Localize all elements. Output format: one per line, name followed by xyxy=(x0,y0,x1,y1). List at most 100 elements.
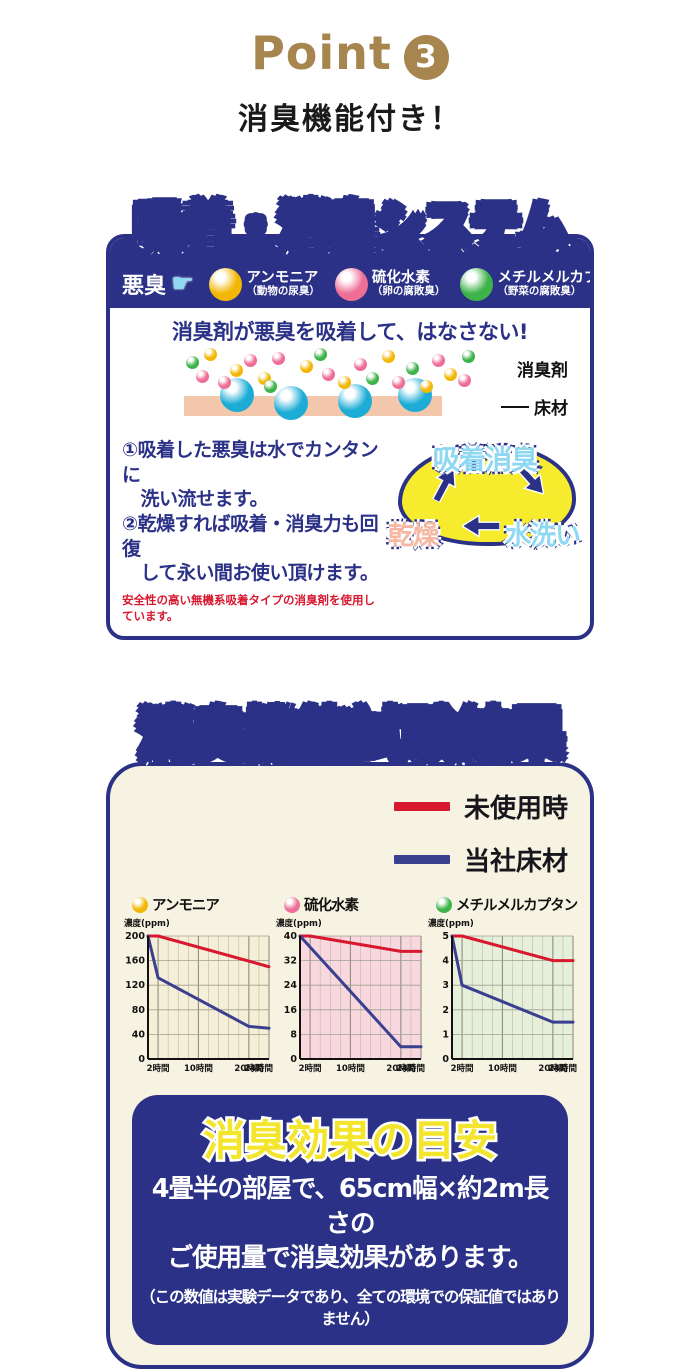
chart-legend: 未使用時 当社床材 xyxy=(122,788,568,878)
point-label: Point xyxy=(251,26,392,80)
guide-box-body: 4畳半の部屋で、65cm幅×約2m長さの ご使用量で消臭効果があります。 xyxy=(151,1174,550,1273)
svg-text:10時間: 10時間 xyxy=(336,1063,365,1074)
page-subtitle: 消臭機能付き！ xyxy=(238,102,462,137)
molecule-icon xyxy=(196,370,209,383)
point-number: 3 xyxy=(415,39,438,75)
svg-text:80: 80 xyxy=(132,1005,146,1016)
svg-text:3: 3 xyxy=(442,980,449,991)
molecule-icon xyxy=(462,350,475,363)
molecule-icon xyxy=(338,376,351,389)
svg-text:24時間: 24時間 xyxy=(548,1063,577,1074)
legend-swatch-unused xyxy=(393,802,450,812)
safety-note: 安全性の高い無機系吸着タイプの消臭剤を使用しています。 xyxy=(122,593,375,624)
adsorption-diagram: 消臭剤 床材 xyxy=(124,346,576,438)
molecule-icon xyxy=(458,374,471,387)
molecule-icon xyxy=(432,354,445,367)
molecule-icon xyxy=(392,376,405,389)
chart-title: メチルメルカプタン xyxy=(436,894,578,915)
odor-source: （卵の腐敗臭） xyxy=(371,285,446,298)
cycle-step-wash: 水洗い xyxy=(502,519,583,554)
molecule-icon xyxy=(314,348,327,361)
point-heading: Point 3 xyxy=(0,0,700,80)
legend-label: 未使用時 xyxy=(463,794,568,825)
arrow-dry-to-adsorb-icon xyxy=(425,462,464,507)
svg-text:10時間: 10時間 xyxy=(488,1063,517,1074)
chart-ylabel: 濃度(ppm) xyxy=(276,919,322,930)
svg-text:32: 32 xyxy=(284,956,297,967)
charts-row: アンモニア 濃度(ppm) 0 40 80 120 160 200 2時間 10時間 20時間 2… xyxy=(122,894,578,1075)
svg-text:1: 1 xyxy=(442,1030,449,1041)
results-panel-title: 消臭機能試験結果 xyxy=(133,699,568,772)
chart-title: 硫化水素 xyxy=(284,894,426,915)
chart-title-text: メチルメルカプタン xyxy=(456,898,578,915)
system-panel-title: 吸着・消臭システム xyxy=(130,193,571,260)
svg-text:40: 40 xyxy=(132,1030,146,1041)
svg-text:20時間: 20時間 xyxy=(234,1063,263,1074)
odor-item-ammonia: アンモニア （動物の尿臭） xyxy=(209,267,320,301)
deodorizer-label: 消臭剤 xyxy=(517,361,568,381)
arrow-wash-to-dry-icon xyxy=(462,514,500,538)
chart-title-text: アンモニア xyxy=(152,898,220,915)
molecule-icon xyxy=(354,358,367,371)
results-panel: 未使用時 当社床材 アンモニア 濃度(ppm) 0 40 80 120 160 200 2時… xyxy=(106,762,594,1369)
molecule-icon xyxy=(186,356,199,369)
methyl-mercaptan-marker-icon xyxy=(436,896,452,913)
molecule-icon xyxy=(322,368,335,381)
molecule-icon xyxy=(420,380,433,393)
molecule-icon xyxy=(366,372,379,385)
system-headline: 消臭剤が悪臭を吸着して、はなさない! xyxy=(172,320,528,344)
legend-swatch-our-flooring xyxy=(393,855,450,865)
floor-label-text: 床材 xyxy=(534,399,568,419)
chart-hydrogen-sulfide: 硫化水素 濃度(ppm) 0 8 16 24 32 40 2時間 10時間 20時間 24時間 xyxy=(274,894,426,1075)
svg-text:24時間: 24時間 xyxy=(396,1063,425,1074)
usage-point-1: ①吸着した悪臭は水でカンタンに 洗い流せます。 xyxy=(122,439,379,511)
svg-text:24時間: 24時間 xyxy=(244,1063,273,1074)
floor-pointer-line xyxy=(501,405,529,408)
methyl-mercaptan-ball-icon xyxy=(460,267,494,301)
odor-item-methyl-mercaptan: メチルメルカプタン （野菜の腐敗臭） xyxy=(460,267,590,301)
svg-text:2: 2 xyxy=(442,1005,449,1016)
results-panel-section: 消臭機能試験結果 未使用時 当社床材 アンモニア 濃度( xyxy=(106,690,594,1369)
deodorizer-ball-icon xyxy=(274,386,308,420)
pointing-hand-icon: ☛ xyxy=(171,269,195,299)
odor-name: メチルメルカプタン xyxy=(497,269,590,286)
guide-box: 消臭効果の目安 4畳半の部屋で、65cm幅×約2m長さの ご使用量で消臭効果があ… xyxy=(132,1095,568,1346)
svg-text:2時間: 2時間 xyxy=(451,1063,474,1074)
svg-text:200: 200 xyxy=(125,931,145,942)
svg-text:0: 0 xyxy=(442,1054,449,1065)
svg-text:0: 0 xyxy=(290,1054,297,1065)
molecule-icon xyxy=(272,352,285,365)
svg-text:16: 16 xyxy=(284,1005,298,1016)
guide-box-note: （この数値は実験データであり、全ての環境での保証値ではありません） xyxy=(140,1288,561,1329)
system-panel: 悪臭 ☛ アンモニア （動物の尿臭） 硫化水素 （卵の腐敗臭） xyxy=(106,234,594,641)
svg-text:120: 120 xyxy=(125,980,145,991)
svg-text:5: 5 xyxy=(442,931,449,942)
odor-band: 悪臭 ☛ アンモニア （動物の尿臭） 硫化水素 （卵の腐敗臭） xyxy=(110,238,590,308)
molecule-icon xyxy=(230,364,243,377)
molecule-icon xyxy=(264,380,277,393)
ammonia-ball-icon xyxy=(209,267,243,301)
odor-name: 硫化水素 xyxy=(371,269,430,286)
svg-text:8: 8 xyxy=(290,1030,297,1041)
odor-source: （動物の尿臭） xyxy=(246,285,320,298)
molecule-icon xyxy=(300,360,313,373)
usage-points: ①吸着した悪臭は水でカンタンに 洗い流せます。 ②乾燥すれば吸着・消臭力も回復 … xyxy=(122,438,386,624)
hydrogen-sulfide-ball-icon xyxy=(334,267,368,301)
chart-methyl-mercaptan: メチルメルカプタン 濃度(ppm) 0 1 2 3 4 5 2時間 10時間 20時間 24時間 xyxy=(426,894,578,1075)
floor-label: 床材 xyxy=(501,394,568,419)
molecule-icon xyxy=(218,376,231,389)
molecule-icon xyxy=(204,348,217,361)
system-panel-body: 消臭剤が悪臭を吸着して、はなさない! xyxy=(110,308,590,636)
odor-item-hydrogen-sulfide: 硫化水素 （卵の腐敗臭） xyxy=(334,267,446,301)
chart-plot: 0 40 80 120 160 200 2時間 10時間 20時間 24時間 xyxy=(122,929,274,1075)
molecule-icon xyxy=(406,362,419,375)
svg-text:20時間: 20時間 xyxy=(538,1063,567,1074)
usage-point-2: ②乾燥すれば吸着・消臭力も回復 して永い間お使い頂けます。 xyxy=(122,513,379,585)
chart-ylabel: 濃度(ppm) xyxy=(428,919,474,930)
arrow-adsorb-to-wash-icon xyxy=(509,458,552,502)
system-lower-row: ①吸着した悪臭は水でカンタンに 洗い流せます。 ②乾燥すれば吸着・消臭力も回復 … xyxy=(120,438,584,624)
svg-text:2時間: 2時間 xyxy=(147,1063,170,1074)
guide-box-title: 消臭効果の目安 xyxy=(200,1114,499,1168)
molecule-icon xyxy=(444,368,457,381)
hydrogen-sulfide-marker-icon xyxy=(284,896,300,913)
